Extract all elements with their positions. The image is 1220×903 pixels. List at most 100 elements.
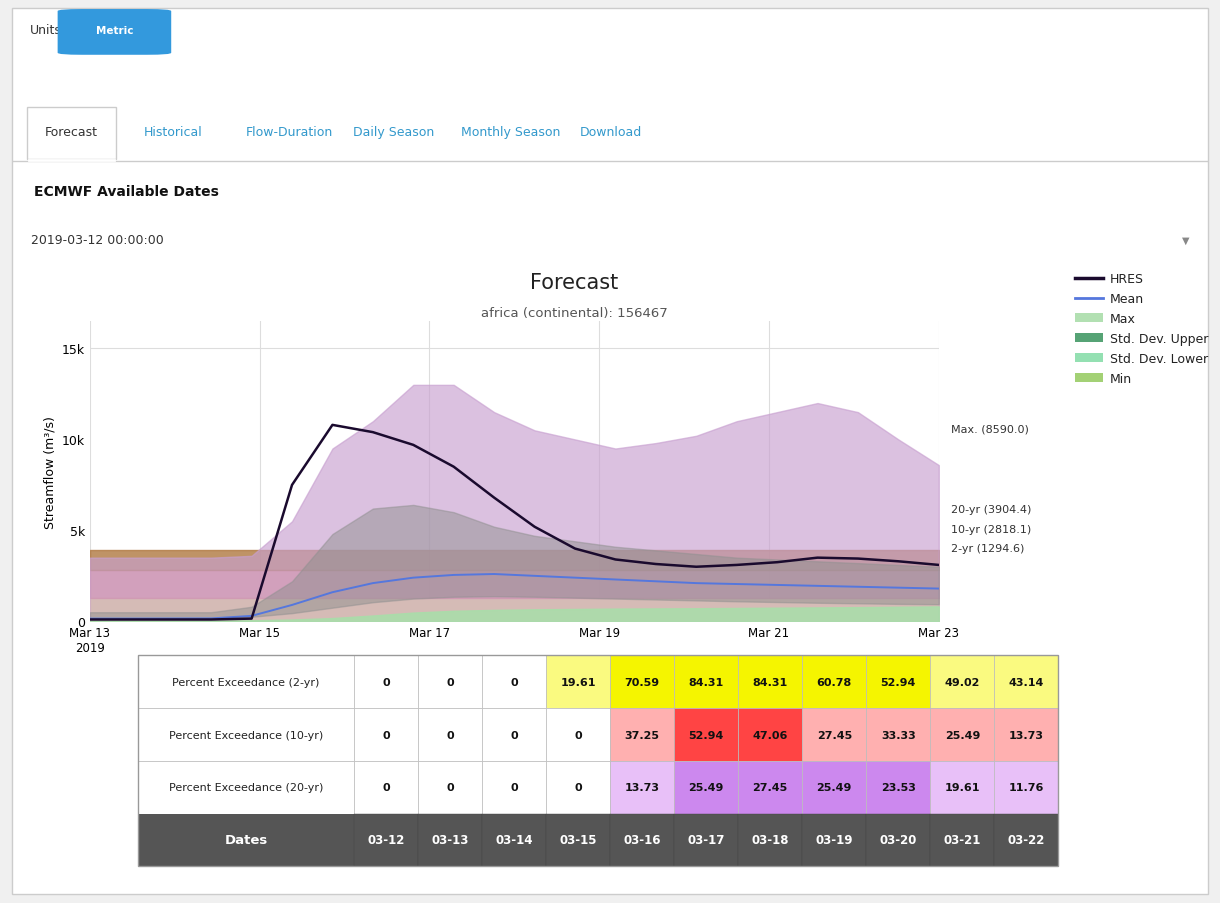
Text: 03-19: 03-19 xyxy=(815,833,853,846)
Text: 03-13: 03-13 xyxy=(432,833,468,846)
Text: 84.31: 84.31 xyxy=(688,677,723,687)
Bar xyxy=(354,708,418,761)
Text: 47.06: 47.06 xyxy=(753,730,788,740)
Text: Dates: Dates xyxy=(224,833,267,846)
Bar xyxy=(547,656,610,708)
Text: 23.53: 23.53 xyxy=(881,782,916,792)
Bar xyxy=(866,656,931,708)
Text: 37.25: 37.25 xyxy=(625,730,660,740)
Bar xyxy=(931,708,994,761)
Bar xyxy=(803,656,866,708)
Text: Flow-Duration: Flow-Duration xyxy=(245,126,333,138)
Text: 0: 0 xyxy=(447,677,454,687)
Bar xyxy=(803,708,866,761)
Text: Percent Exceedance (10-yr): Percent Exceedance (10-yr) xyxy=(168,730,323,740)
Text: Forecast: Forecast xyxy=(529,273,619,293)
Bar xyxy=(482,656,547,708)
Text: 0: 0 xyxy=(510,677,518,687)
Text: Forecast: Forecast xyxy=(45,126,98,138)
Bar xyxy=(418,656,482,708)
Bar xyxy=(675,814,738,866)
Bar xyxy=(866,761,931,814)
Text: 03-12: 03-12 xyxy=(367,833,405,846)
Text: 43.14: 43.14 xyxy=(1009,677,1044,687)
Text: 27.45: 27.45 xyxy=(816,730,852,740)
Text: 03-18: 03-18 xyxy=(752,833,789,846)
Bar xyxy=(675,761,738,814)
Bar xyxy=(610,656,675,708)
Text: 0: 0 xyxy=(382,782,390,792)
Text: africa (continental): 156467: africa (continental): 156467 xyxy=(481,307,667,320)
Bar xyxy=(482,814,547,866)
Bar xyxy=(866,708,931,761)
Text: 60.78: 60.78 xyxy=(816,677,852,687)
Bar xyxy=(138,656,354,708)
Text: 0: 0 xyxy=(510,730,518,740)
Bar xyxy=(994,761,1058,814)
Text: Download: Download xyxy=(581,126,643,138)
Text: 0: 0 xyxy=(575,730,582,740)
Text: 27.45: 27.45 xyxy=(753,782,788,792)
Text: 13.73: 13.73 xyxy=(1009,730,1044,740)
Text: 03-21: 03-21 xyxy=(943,833,981,846)
Text: 03-20: 03-20 xyxy=(880,833,917,846)
Text: 0: 0 xyxy=(447,782,454,792)
Bar xyxy=(994,656,1058,708)
Text: 03-14: 03-14 xyxy=(495,833,533,846)
Bar xyxy=(418,761,482,814)
Text: 03-15: 03-15 xyxy=(560,833,597,846)
Text: 03-22: 03-22 xyxy=(1008,833,1046,846)
Text: 25.49: 25.49 xyxy=(816,782,852,792)
Bar xyxy=(138,708,354,761)
Text: 0: 0 xyxy=(575,782,582,792)
Bar xyxy=(547,814,610,866)
Text: Max. (8590.0): Max. (8590.0) xyxy=(950,424,1028,433)
Text: 19.61: 19.61 xyxy=(944,782,980,792)
Text: 10-yr (2818.1): 10-yr (2818.1) xyxy=(950,525,1031,535)
Text: 2-yr (1294.6): 2-yr (1294.6) xyxy=(950,544,1024,554)
Bar xyxy=(482,708,547,761)
Text: 0: 0 xyxy=(382,677,390,687)
Bar xyxy=(138,761,354,814)
Bar xyxy=(994,814,1058,866)
Bar xyxy=(418,814,482,866)
Bar xyxy=(138,656,1058,866)
Bar xyxy=(547,708,610,761)
Bar xyxy=(803,814,866,866)
Text: Percent Exceedance (2-yr): Percent Exceedance (2-yr) xyxy=(172,677,320,687)
Text: 03-17: 03-17 xyxy=(688,833,725,846)
Text: Daily Season: Daily Season xyxy=(353,126,434,138)
Bar xyxy=(738,656,803,708)
Text: Monthly Season: Monthly Season xyxy=(460,126,560,138)
Bar xyxy=(738,814,803,866)
Text: 52.94: 52.94 xyxy=(688,730,723,740)
Bar xyxy=(994,708,1058,761)
Bar xyxy=(738,761,803,814)
Text: 0: 0 xyxy=(510,782,518,792)
Text: 25.49: 25.49 xyxy=(688,782,723,792)
Text: 11.76: 11.76 xyxy=(1009,782,1044,792)
Text: 84.31: 84.31 xyxy=(753,677,788,687)
Text: 70.59: 70.59 xyxy=(625,677,660,687)
Text: Percent Exceedance (20-yr): Percent Exceedance (20-yr) xyxy=(168,782,323,792)
Bar xyxy=(738,708,803,761)
FancyBboxPatch shape xyxy=(57,10,171,56)
Bar xyxy=(547,761,610,814)
Text: ECMWF Available Dates: ECMWF Available Dates xyxy=(34,185,218,199)
Bar xyxy=(482,761,547,814)
Bar xyxy=(675,708,738,761)
Text: 0: 0 xyxy=(447,730,454,740)
Legend: HRES, Mean, Max, Std. Dev. Upper, Std. Dev. Lower, Min: HRES, Mean, Max, Std. Dev. Upper, Std. D… xyxy=(1070,268,1214,390)
Bar xyxy=(931,814,994,866)
Text: 2019-03-12 00:00:00: 2019-03-12 00:00:00 xyxy=(32,234,165,247)
Bar xyxy=(803,761,866,814)
Text: 49.02: 49.02 xyxy=(944,677,980,687)
Bar xyxy=(866,814,931,866)
Bar xyxy=(610,708,675,761)
Bar xyxy=(931,656,994,708)
Bar xyxy=(610,814,675,866)
Text: 0: 0 xyxy=(382,730,390,740)
Text: Units:: Units: xyxy=(30,24,66,37)
FancyBboxPatch shape xyxy=(27,108,116,160)
Text: Metric: Metric xyxy=(95,26,133,36)
